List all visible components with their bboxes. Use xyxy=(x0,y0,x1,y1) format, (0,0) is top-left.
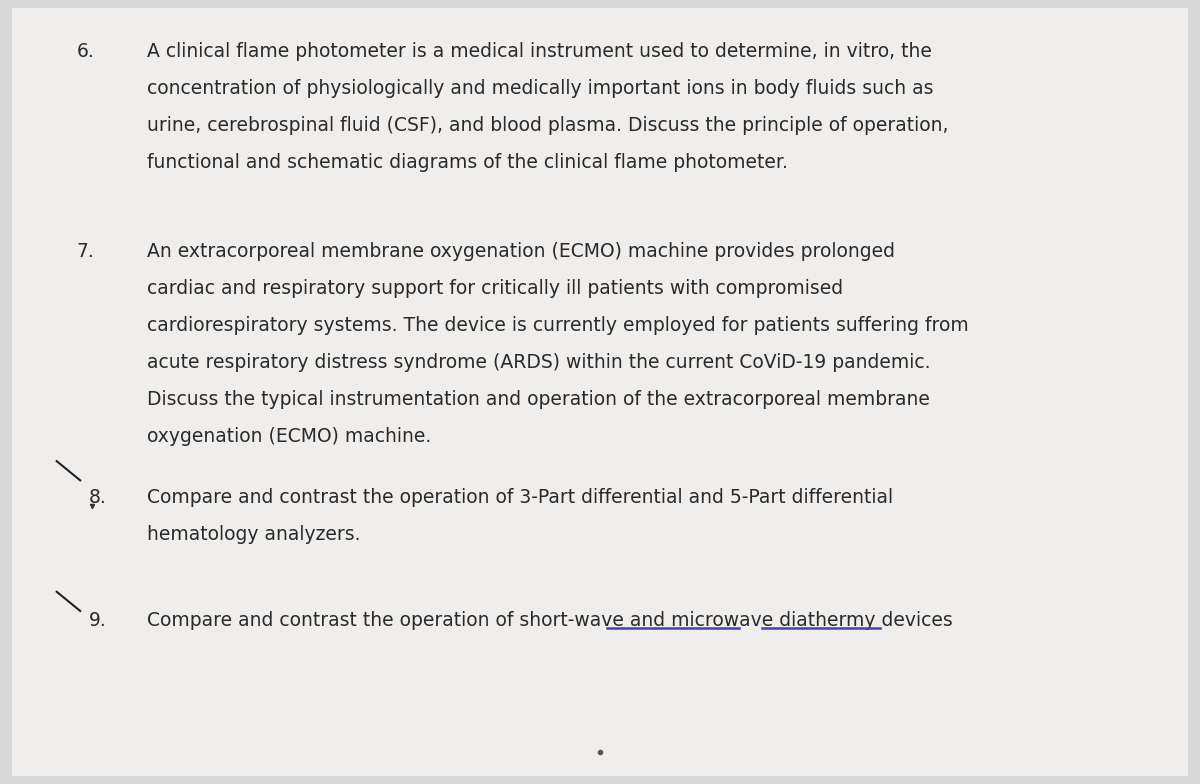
Text: oxygenation (ECMO) machine.: oxygenation (ECMO) machine. xyxy=(148,426,432,445)
Text: 6.: 6. xyxy=(77,42,95,61)
Text: An extracorporeal membrane oxygenation (ECMO) machine provides prolonged: An extracorporeal membrane oxygenation (… xyxy=(148,242,895,261)
Text: acute respiratory distress syndrome (ARDS) within the current CoViD-19 pandemic.: acute respiratory distress syndrome (ARD… xyxy=(148,353,931,372)
Text: hematology analyzers.: hematology analyzers. xyxy=(148,525,361,544)
Text: cardiac and respiratory support for critically ill patients with compromised: cardiac and respiratory support for crit… xyxy=(148,279,844,298)
Text: concentration of physiologically and medically important ions in body fluids suc: concentration of physiologically and med… xyxy=(148,79,934,98)
Text: 9.: 9. xyxy=(89,611,106,630)
Text: 7.: 7. xyxy=(77,242,95,261)
Text: urine, cerebrospinal fluid (CSF), and blood plasma. Discuss the principle of ope: urine, cerebrospinal fluid (CSF), and bl… xyxy=(148,116,949,135)
Text: cardiorespiratory systems. The device is currently employed for patients sufferi: cardiorespiratory systems. The device is… xyxy=(148,316,968,335)
Text: Discuss the typical instrumentation and operation of the extracorporeal membrane: Discuss the typical instrumentation and … xyxy=(148,390,930,408)
Text: functional and schematic diagrams of the clinical flame photometer.: functional and schematic diagrams of the… xyxy=(148,153,788,172)
Text: Compare and contrast the operation of 3-Part differential and 5-Part differentia: Compare and contrast the operation of 3-… xyxy=(148,488,893,507)
Text: Compare and contrast the operation of short-wave and microwave diathermy devices: Compare and contrast the operation of sh… xyxy=(148,611,953,630)
Text: A clinical flame photometer is a medical instrument used to determine, in vitro,: A clinical flame photometer is a medical… xyxy=(148,42,932,61)
Text: 8.: 8. xyxy=(89,488,106,507)
